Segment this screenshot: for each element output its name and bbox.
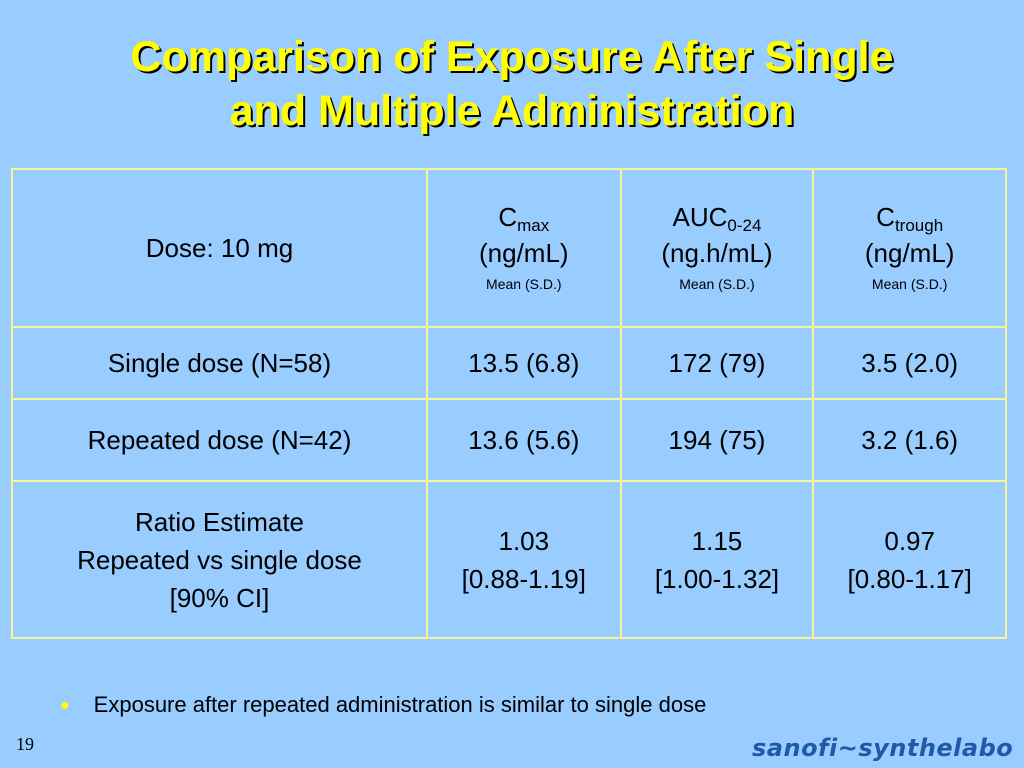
header-note: Mean (S.D.)	[871, 276, 948, 292]
header-unit: (ng/mL)	[479, 238, 569, 268]
ratio-label-line: Ratio Estimate	[134, 506, 305, 537]
header-cell-auc: AUC0-24 (ng.h/mL) Mean (S.D.)	[619, 168, 815, 328]
table-cell: 172 (79)	[619, 326, 815, 400]
title-line-1: Comparison of Exposure After Single	[130, 33, 894, 81]
ratio-cell: 1.15 [1.00-1.32]	[619, 480, 815, 639]
header-note: Mean (S.D.)	[486, 276, 562, 292]
header-main: AUC	[672, 202, 728, 232]
title-line-2: and Multiple Administration	[229, 87, 795, 135]
header-cell-ctrough: Ctrough (ng/mL) Mean (S.D.)	[812, 168, 1007, 328]
table-cell: 13.5 (6.8)	[425, 326, 622, 400]
header-main: C	[876, 202, 895, 232]
row-label: Repeated dose (N=42)	[11, 398, 428, 482]
header-main: C	[498, 202, 518, 232]
header-sub: 0-24	[727, 216, 762, 235]
ratio-estimate: 1.15	[691, 525, 743, 556]
slide-title: Comparison of Exposure After Single and …	[0, 30, 1024, 138]
ratio-estimate: 0.97	[884, 525, 935, 556]
bullet-item: ● Exposure after repeated administration …	[60, 692, 706, 718]
header-sub: trough	[894, 216, 944, 235]
exposure-table: Dose: 10 mg Cmax (ng/mL) Mean (S.D.) AUC…	[11, 168, 1007, 639]
header-unit: (ng.h/mL)	[661, 238, 773, 268]
ratio-ci: [0.80-1.17]	[847, 563, 972, 594]
ratio-label: Ratio Estimate Repeated vs single dose […	[11, 480, 428, 639]
table-row: Single dose (N=58) 13.5 (6.8) 172 (79) 3…	[11, 326, 1007, 400]
table-cell: 3.2 (1.6)	[812, 398, 1007, 482]
table-cell: 194 (75)	[619, 398, 815, 482]
ratio-ci: [1.00-1.32]	[654, 563, 780, 594]
company-logo: sanofi~synthelabo	[752, 734, 1014, 762]
ratio-cell: 1.03 [0.88-1.19]	[425, 480, 622, 639]
ratio-label-line: [90% CI]	[169, 582, 270, 613]
ratio-estimate: 1.03	[498, 525, 550, 556]
row-label: Single dose (N=58)	[11, 326, 428, 400]
table-cell: 3.5 (2.0)	[812, 326, 1007, 400]
header-sub: max	[517, 216, 550, 235]
ratio-cell: 0.97 [0.80-1.17]	[812, 480, 1007, 639]
table-cell: 13.6 (5.6)	[425, 398, 622, 482]
dose-label: Dose: 10 mg	[11, 168, 428, 328]
bullet-icon: ●	[60, 697, 70, 714]
bullet-text: Exposure after repeated administration i…	[93, 692, 707, 717]
ratio-label-line: Repeated vs single dose	[77, 544, 362, 575]
page-number: 19	[16, 734, 34, 754]
header-cell-cmax: Cmax (ng/mL) Mean (S.D.)	[425, 168, 622, 328]
header-note: Mean (S.D.)	[679, 276, 755, 292]
table-row: Repeated dose (N=42) 13.6 (5.6) 194 (75)…	[11, 398, 1007, 482]
header-unit: (ng/mL)	[864, 238, 955, 268]
table-header-row: Dose: 10 mg Cmax (ng/mL) Mean (S.D.) AUC…	[11, 168, 1007, 328]
ratio-row: Ratio Estimate Repeated vs single dose […	[11, 480, 1007, 639]
ratio-ci: [0.88-1.19]	[461, 563, 586, 594]
